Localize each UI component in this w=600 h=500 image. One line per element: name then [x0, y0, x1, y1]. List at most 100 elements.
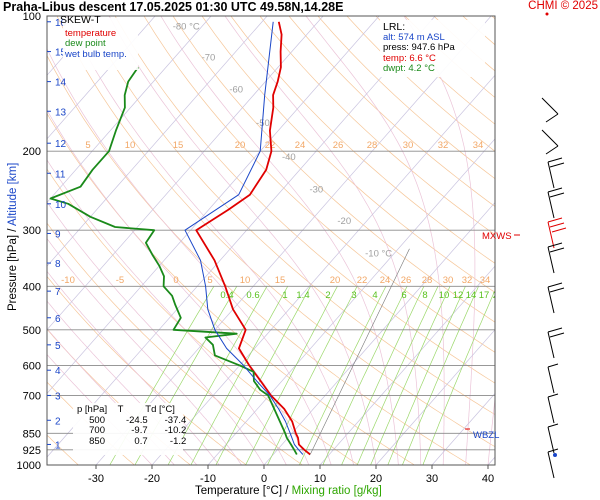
altitude-tick-label: 13 — [55, 107, 67, 118]
table-cell: 0.7 — [134, 435, 148, 447]
dry-adiabat — [550, 16, 600, 475]
dry-adiabat-label: 5 — [207, 275, 212, 286]
mixing-ratio-label: 3 — [351, 290, 356, 301]
dry-adiabat-label: 32 — [462, 275, 473, 286]
dry-adiabat-label: 22 — [357, 275, 368, 286]
copyright: CHMI © 2025 — [528, 0, 598, 12]
pressure-tick-label: 300 — [23, 225, 41, 237]
dry-adiabat-label: 20 — [235, 140, 246, 151]
dry-adiabat — [491, 16, 495, 20]
isotherm — [375, 329, 495, 465]
wind-barb — [547, 242, 565, 274]
altitude-tick-label: 7 — [55, 287, 61, 298]
dry-adiabat-label: 32 — [438, 140, 449, 151]
pressure-tick-label: 100 — [23, 11, 41, 23]
isotherm — [47, 16, 436, 458]
mixing-ratio-line — [356, 286, 439, 465]
mixing-ratio-line — [402, 286, 479, 465]
wind-barb — [547, 327, 565, 359]
wind-barb — [547, 282, 565, 314]
dry-adiabat-label: 24 — [380, 275, 391, 286]
mixing-ratio-line — [215, 286, 311, 465]
dry-adiabat-label: 30 — [443, 275, 454, 286]
isotherm — [47, 16, 380, 394]
chart-title: Praha-Libus descent 17.05.2025 01:30 UTC… — [3, 0, 344, 14]
pressure-tick-label: 600 — [23, 360, 41, 372]
altitude-tick-label: 11 — [55, 169, 66, 180]
table-row: 700 -9.7 -10.2 — [77, 425, 186, 437]
table-cell: -1.2 — [169, 435, 187, 447]
legend-dew-point: dew point — [65, 38, 106, 49]
parcel-line — [309, 248, 410, 455]
mixing-ratio-label: 8 — [422, 290, 427, 301]
dry-adiabat-label: 0 — [173, 275, 178, 286]
series-line-temperature — [195, 21, 311, 456]
dry-adiabat-label: 26 — [333, 140, 344, 151]
dry-adiabat — [47, 275, 247, 465]
wind-barbs — [541, 97, 567, 479]
lrl-alt: alt: 574 m ASL — [383, 31, 445, 43]
pressure-tick-label: 850 — [23, 428, 41, 440]
wind-barb — [541, 97, 559, 123]
y-axis-label: Pressure [hPa] / Altitude [km] — [7, 163, 19, 311]
y-axis-label-pressure: Pressure [hPa] / — [7, 225, 19, 311]
lrl-temp: temp: 6.6 °C — [383, 52, 436, 64]
table-cell: -37.4 — [164, 414, 187, 426]
legend-box-bg — [63, 18, 138, 70]
isotherm-label: -40 — [282, 152, 296, 163]
mixing-ratio-label: 17 — [479, 290, 490, 301]
temperature-tick-label: 10 — [314, 473, 326, 485]
pressure-tick-label: 1000 — [17, 460, 41, 472]
table-cell: 500 — [89, 414, 105, 426]
isotherm — [536, 6, 600, 475]
plot-background — [47, 16, 495, 465]
dry-adiabat-label: 10 — [125, 140, 136, 151]
mixing-ratio-line — [341, 286, 425, 465]
x-axis-label-temperature: Temperature [°C] / — [195, 485, 292, 497]
mxws-label: MXWS — [482, 231, 512, 242]
mixing-ratio-line — [387, 286, 466, 465]
isotherm-label: -60 — [229, 84, 243, 95]
dry-adiabat — [143, 16, 495, 353]
lrl-box — [380, 20, 485, 77]
isotherm — [431, 392, 495, 465]
lrl-dwpt: dwpt: 4.2 °C — [383, 63, 435, 74]
dry-adiabat-label: 26 — [401, 275, 412, 286]
isotherm — [47, 16, 268, 267]
isotherm-label: -80 °C — [173, 22, 200, 33]
table-box-bg — [73, 403, 183, 455]
wind-barb-top-dot — [545, 12, 549, 16]
altitude-tick-label: 15 — [55, 48, 67, 59]
y-axis-label-altitude: Altitude [km] — [7, 162, 19, 226]
table-header-td: Td [°C] — [145, 404, 175, 415]
altitude-tick-label: 16 — [55, 18, 67, 29]
mixing-ratio-label: 25 — [511, 290, 522, 301]
temperature-tick-label: 0 — [261, 473, 267, 485]
mixing-ratio-line — [422, 289, 495, 465]
wind-barb — [547, 423, 559, 454]
mixing-ratio-label: 20 — [493, 290, 504, 301]
plot-area: -80 °C-70-60-50-40-30-20-10 °C5 10 15 20 22 2… — [47, 6, 600, 475]
legend-temperature: temperature — [65, 27, 117, 39]
pressure-tick-label: 200 — [23, 146, 41, 158]
altitude-tick-label: 12 — [55, 139, 67, 150]
mixing-ratio-label: 0.4 — [220, 290, 233, 301]
table-cell: 850 — [89, 435, 105, 447]
wind-barb — [547, 217, 567, 249]
table-cell: -9.7 — [131, 425, 148, 436]
isotherm — [319, 265, 495, 465]
temperature-tick-label: 40 — [482, 473, 494, 485]
dry-adiabat-label: 22 — [265, 140, 276, 151]
wind-barb — [541, 129, 559, 155]
dry-adiabat-label: -5 — [116, 275, 124, 286]
dry-adiabat-label: 15 — [275, 275, 286, 286]
table-header-t: T — [117, 404, 124, 415]
dry-adiabat-label: 30 — [403, 140, 414, 151]
wind-barb — [547, 448, 559, 479]
pressure-tick-label: 700 — [23, 390, 41, 402]
isotherm-label: -20 — [337, 216, 351, 227]
dry-adiabat-label: 28 — [367, 140, 378, 151]
isotherm — [95, 16, 492, 465]
mixing-ratio-label: 6 — [401, 290, 406, 301]
isotherm — [263, 201, 495, 465]
